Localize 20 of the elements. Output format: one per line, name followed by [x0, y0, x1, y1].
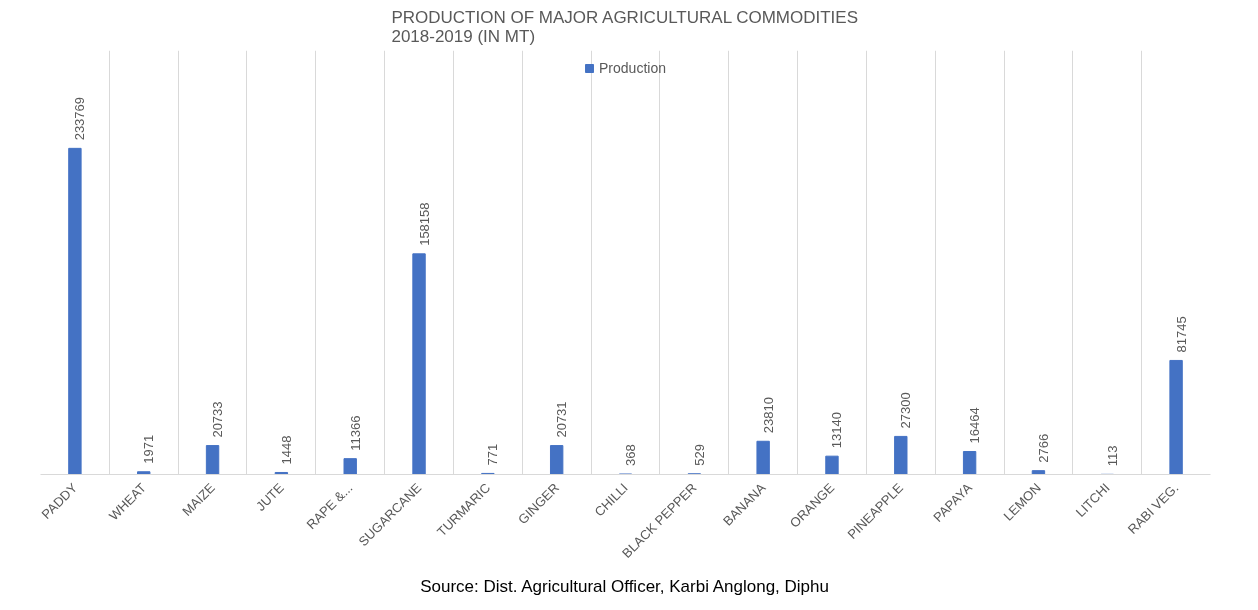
data-label: 529	[691, 444, 707, 466]
data-label: 11366	[347, 415, 363, 451]
chart-title: PRODUCTION OF MAJOR AGRICULTURAL COMMODITIES 2018-2019 (IN MT)	[391, 7, 859, 46]
data-label: 233769	[72, 96, 88, 141]
data-label: 81745	[1173, 316, 1189, 353]
data-label: 771	[485, 443, 501, 466]
data-label: 20733	[210, 401, 226, 438]
data-label: 23810	[760, 397, 776, 434]
data-label: 158158	[416, 202, 432, 246]
data-label: 13140	[829, 412, 845, 449]
data-label: 20731	[554, 401, 570, 438]
data-label: 1448	[278, 435, 294, 465]
data-label: 113	[1104, 445, 1120, 467]
data-label: 368	[623, 444, 638, 466]
source-note: Source: Dist. Agricultural Officer, Karbi Anglong, Diphu	[420, 576, 829, 596]
data-label: 16464	[967, 407, 983, 444]
data-label: 1971	[141, 434, 157, 464]
legend-label: Production	[599, 60, 666, 76]
data-label: 27300	[898, 392, 914, 429]
data-label: 2766	[1035, 433, 1051, 463]
